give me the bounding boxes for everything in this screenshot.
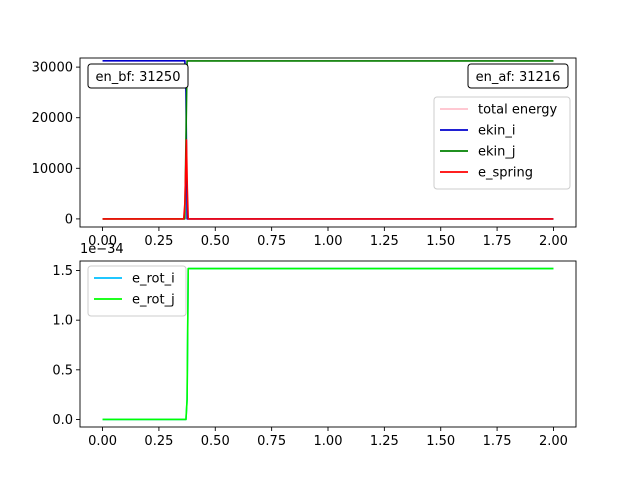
x-tick-label: 1.00 [314, 234, 343, 249]
x-tick-label: 0.75 [257, 434, 286, 449]
x-tick-label: 0.00 [88, 434, 117, 449]
series-group [102, 267, 554, 421]
legend-label: ekin_i [478, 124, 516, 139]
bottom-axes: 0.00 0.25 0.50 0.75 1.00 1.25 1.50 1.75 2.00 0.0 0… [52, 242, 577, 449]
y-tick-label: 10000 [32, 162, 73, 177]
series-line-e_rot_j [102, 267, 554, 421]
annotation-text: en_bf: 31250 [96, 70, 181, 85]
legend-label: e_spring [478, 166, 533, 181]
x-tick-label: 0.00 [88, 234, 117, 249]
legend-label: ekin_j [478, 145, 516, 160]
x-tick-label: 1.50 [426, 234, 455, 249]
legend-label: e_rot_i [132, 272, 175, 287]
y-tick-label: 0 [65, 212, 73, 227]
y-tick-label: 0.0 [52, 413, 73, 428]
y-tick-label: 0.5 [52, 363, 73, 378]
x-tick-label: 1.75 [483, 434, 512, 449]
series-line-e_spring [102, 139, 554, 220]
x-tick-label: 2.00 [539, 234, 568, 249]
annotation-box [87, 63, 189, 89]
annotation-text: en_af: 31216 [476, 70, 561, 85]
x-tick-label: 2.00 [539, 434, 568, 449]
legend-label: e_rot_j [132, 293, 175, 308]
annotation-box [467, 63, 569, 89]
x-tick-label: 0.50 [201, 434, 230, 449]
x-tick-label: 1.75 [483, 234, 512, 249]
x-tick-label: 1.25 [370, 234, 399, 249]
y-offset-text: 1e−34 [80, 242, 124, 257]
y-tick-label: 20000 [32, 111, 73, 126]
legend-label: total energy [478, 103, 557, 118]
y-tick-label: 1.0 [52, 314, 73, 329]
series-group [102, 59, 554, 220]
y-tick-label: 30000 [32, 61, 73, 76]
x-tick-label: 0.25 [144, 434, 173, 449]
x-tick-label: 1.00 [314, 434, 343, 449]
top-axes: 0.00 0.25 0.50 0.75 1.00 1.25 1.50 1.75 2.00 0 100… [32, 57, 577, 249]
x-tick-label: 0.25 [144, 234, 173, 249]
x-tick-label: 1.25 [370, 434, 399, 449]
x-tick-label: 0.50 [201, 234, 230, 249]
x-tick-label: 0.75 [257, 234, 286, 249]
y-tick-label: 1.5 [52, 264, 73, 279]
x-tick-label: 1.50 [426, 434, 455, 449]
legend-box [433, 96, 571, 190]
